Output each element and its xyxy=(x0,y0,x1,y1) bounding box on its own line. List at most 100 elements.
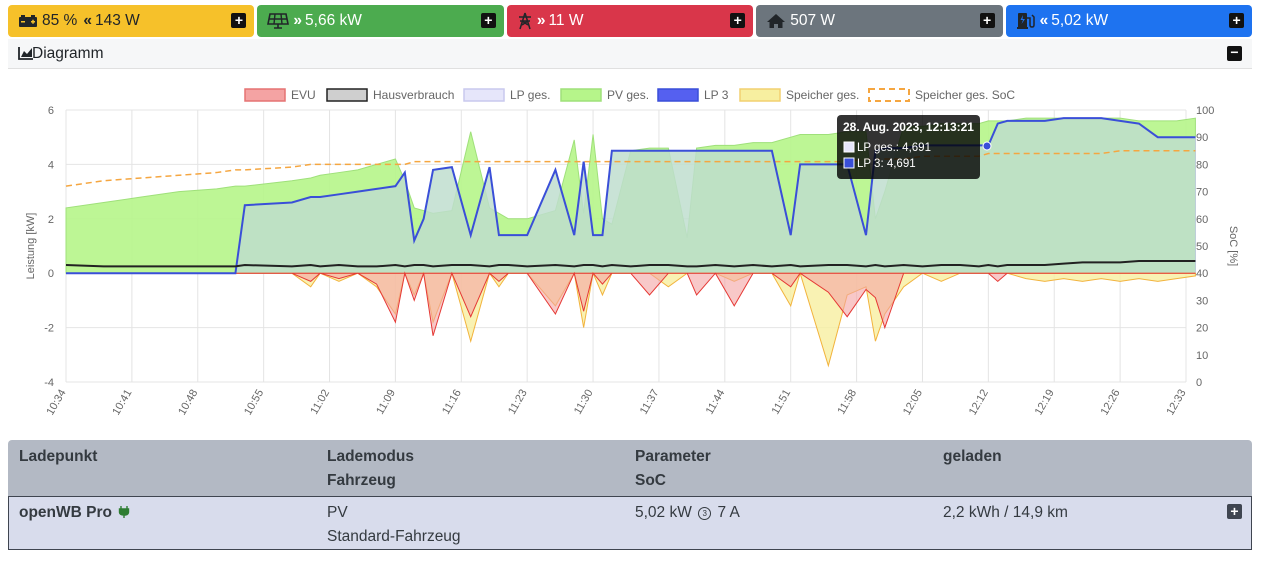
storage-area xyxy=(66,271,1196,368)
diagram-title: Diagramm xyxy=(32,44,104,62)
plug-icon xyxy=(118,505,130,524)
legend-label: Speicher ges. SoC xyxy=(915,88,1015,102)
x-tick-label: 10:34 xyxy=(44,388,68,418)
solar-panel-icon xyxy=(267,13,290,29)
y2-tick-label: 0 xyxy=(1196,377,1202,389)
y2-tick-label: 80 xyxy=(1196,159,1208,171)
grid-tile[interactable]: » 11 W + xyxy=(506,5,754,37)
charge-power: 5,02 kW xyxy=(635,504,692,521)
collapse-diagram-button[interactable]: − xyxy=(1227,45,1242,61)
y2-tick-label: 90 xyxy=(1196,132,1208,144)
expand-battery-button[interactable]: + xyxy=(231,13,247,28)
y-tick-label: 2 xyxy=(48,214,54,226)
header-chargepoint: Ladepunkt xyxy=(19,448,98,465)
x-tick-label: 12:33 xyxy=(1164,388,1188,418)
tooltip-swatch-lp3 xyxy=(843,157,855,169)
y2-tick-label: 40 xyxy=(1196,268,1208,280)
charge-chevron-icon: « xyxy=(1039,12,1049,29)
tooltip-swatch-lpges xyxy=(843,141,855,153)
y-tick-label: -4 xyxy=(44,377,54,389)
house-tile[interactable]: 507 W + xyxy=(756,5,1003,37)
x-tick-label: 11:09 xyxy=(374,388,398,417)
legend-swatch xyxy=(463,88,505,102)
expand-chargepoint-button[interactable]: + xyxy=(1229,13,1245,28)
x-tick-label: 11:37 xyxy=(638,388,662,417)
x-tick-label: 11:23 xyxy=(506,388,530,417)
y2-tick-label: 50 xyxy=(1196,241,1208,253)
expand-pv-button[interactable]: + xyxy=(480,13,496,28)
x-tick-label: 11:16 xyxy=(440,388,464,417)
chargepoint-tile[interactable]: « 5,02 kW + xyxy=(1005,5,1253,37)
header-mode: Lademodus xyxy=(327,448,414,465)
y-tick-label: -2 xyxy=(44,323,54,335)
y-tick-label: 6 xyxy=(48,105,54,117)
legend-swatch xyxy=(739,88,781,102)
tooltip-line-lpges: LP ges.: 4,691 xyxy=(857,142,931,154)
y-tick-label: 4 xyxy=(48,159,54,171)
x-tick-label: 11:30 xyxy=(572,388,596,417)
area-chart-icon xyxy=(18,46,34,65)
x-tick-label: 11:44 xyxy=(704,388,728,417)
table-header: Ladepunkt Lademodus Fahrzeug Parameter S… xyxy=(8,440,1252,496)
x-tick-label: 10:41 xyxy=(110,388,134,418)
charge-mode[interactable]: PV xyxy=(327,504,348,521)
legend-label: EVU xyxy=(291,88,316,102)
import-chevron-icon: » xyxy=(536,12,546,29)
grid-power: 11 W xyxy=(548,12,584,29)
soc-line xyxy=(65,150,1196,187)
legend-swatch xyxy=(868,88,910,102)
legend-swatch xyxy=(326,88,368,102)
tooltip-title: 28. Aug. 2023, 12:13:21 xyxy=(843,120,974,134)
expand-row-button[interactable]: + xyxy=(1227,504,1242,519)
pv-power: 5,66 kW xyxy=(305,12,362,29)
legend-label: PV ges. xyxy=(607,88,649,102)
expand-house-button[interactable]: + xyxy=(979,13,995,28)
battery-tile[interactable]: 85 % « 143 W + xyxy=(8,5,255,37)
y2-tick-label: 30 xyxy=(1196,295,1208,307)
header-charged: geladen xyxy=(943,448,1002,465)
x-tick-label: 11:02 xyxy=(308,388,332,417)
pv-tile[interactable]: » 5,66 kW + xyxy=(257,5,504,37)
charge-parameters: 5,02 kW 3 7 A xyxy=(635,504,740,522)
evu-area xyxy=(66,271,1196,336)
tooltip-box xyxy=(837,115,980,179)
y2-tick-label: 60 xyxy=(1196,214,1208,226)
power-pylon-icon xyxy=(517,12,533,30)
battery-power: 143 W xyxy=(94,12,140,29)
x-tick-label: 11:58 xyxy=(835,388,859,417)
legend-swatch xyxy=(244,88,286,102)
legend-label: LP 3 xyxy=(704,88,729,102)
house-line xyxy=(65,259,1196,268)
tooltip-line-lp3: LP 3: 4,691 xyxy=(857,158,916,170)
chargepoint-name[interactable]: openWB Pro xyxy=(19,504,130,524)
x-tick-label: 11:51 xyxy=(770,388,794,417)
x-tick-label: 12:19 xyxy=(1033,388,1057,418)
y2-axis-label: SoC [%] xyxy=(1227,226,1239,266)
y2-tick-label: 100 xyxy=(1196,105,1214,117)
phases-icon: 3 xyxy=(698,507,712,520)
y2-tick-label: 70 xyxy=(1196,187,1208,199)
vehicle-name[interactable]: Standard-Fahrzeug xyxy=(327,528,461,545)
y2-tick-label: 10 xyxy=(1196,350,1208,362)
energy-charged: 2,2 kWh / 14,9 km xyxy=(943,504,1068,521)
discharge-chevron-icon: « xyxy=(83,12,92,29)
charging-station-icon xyxy=(1016,12,1036,30)
x-tick-label: 12:26 xyxy=(1099,388,1123,418)
legend-label: Speicher ges. xyxy=(786,88,859,102)
header-soc: SoC xyxy=(635,472,666,489)
battery-icon xyxy=(18,14,38,28)
table-row[interactable]: openWB Pro PV Standard-Fahrzeug 5,02 kW … xyxy=(8,496,1252,550)
header-vehicle: Fahrzeug xyxy=(327,472,396,489)
expand-grid-button[interactable]: + xyxy=(730,13,746,28)
diagram-header: Diagramm − xyxy=(8,39,1252,69)
x-tick-label: 10:55 xyxy=(242,388,266,418)
status-bar: 85 % « 143 W + » 5,66 kW + » 11 W + 507 … xyxy=(8,5,1253,37)
legend-swatch xyxy=(657,88,699,102)
feedin-chevron-icon: » xyxy=(293,12,302,29)
chargepoint-power: 5,02 kW xyxy=(1051,12,1109,29)
x-tick-label: 10:48 xyxy=(176,388,200,418)
x-tick-label: 12:12 xyxy=(967,388,991,418)
legend-swatch xyxy=(560,88,602,102)
lp3-line xyxy=(66,117,1196,275)
